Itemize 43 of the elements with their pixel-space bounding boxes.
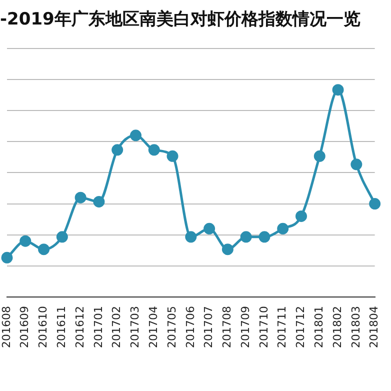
point bbox=[258, 231, 270, 243]
point bbox=[295, 210, 307, 222]
x-tick-label: 201703 bbox=[128, 306, 142, 348]
x-tick-label: 201803 bbox=[349, 306, 362, 348]
point bbox=[332, 84, 344, 96]
point bbox=[369, 198, 381, 210]
point bbox=[350, 158, 362, 170]
point bbox=[38, 244, 50, 256]
point bbox=[93, 196, 105, 208]
point bbox=[130, 130, 142, 142]
x-tick-label: 201704 bbox=[146, 306, 160, 348]
x-tick-label: 201611 bbox=[55, 306, 68, 348]
point bbox=[56, 231, 68, 243]
point bbox=[74, 192, 86, 204]
x-tick-label: 201705 bbox=[165, 306, 178, 348]
x-tick-label: 201609 bbox=[18, 306, 32, 348]
x-tick-label: 201612 bbox=[73, 306, 86, 348]
x-tick-label: 201708 bbox=[220, 306, 234, 348]
point bbox=[277, 222, 289, 234]
x-tick-label: 201711 bbox=[276, 306, 289, 348]
x-tick-label: 201610 bbox=[36, 306, 50, 348]
x-tick-label: 201702 bbox=[110, 306, 124, 348]
x-tick-label: 201701 bbox=[92, 306, 105, 348]
point bbox=[204, 222, 216, 234]
point bbox=[240, 231, 252, 243]
point bbox=[1, 252, 13, 264]
x-tick-label: 201710 bbox=[257, 306, 270, 348]
x-tick-label: 201712 bbox=[294, 306, 308, 348]
x-tick-label: 201802 bbox=[330, 306, 344, 348]
point bbox=[222, 244, 234, 256]
point bbox=[166, 150, 178, 162]
point bbox=[112, 144, 124, 156]
x-tick-label: 201804 bbox=[368, 306, 381, 348]
point bbox=[20, 235, 32, 247]
x-tick-label: 201709 bbox=[238, 306, 252, 348]
point bbox=[314, 150, 326, 162]
x-tick-label: 201706 bbox=[184, 306, 197, 348]
x-tick-label: 201801 bbox=[312, 306, 326, 348]
point bbox=[148, 144, 160, 156]
x-tick-label: 201608 bbox=[0, 306, 13, 348]
chart-title: -2019年广东地区南美白对虾价格指数情况一览 bbox=[0, 10, 360, 30]
point bbox=[185, 231, 197, 243]
x-tick-label: 201707 bbox=[202, 306, 216, 348]
